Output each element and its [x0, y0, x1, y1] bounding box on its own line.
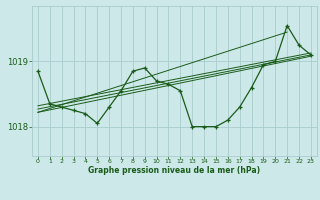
X-axis label: Graphe pression niveau de la mer (hPa): Graphe pression niveau de la mer (hPa) — [88, 166, 260, 175]
